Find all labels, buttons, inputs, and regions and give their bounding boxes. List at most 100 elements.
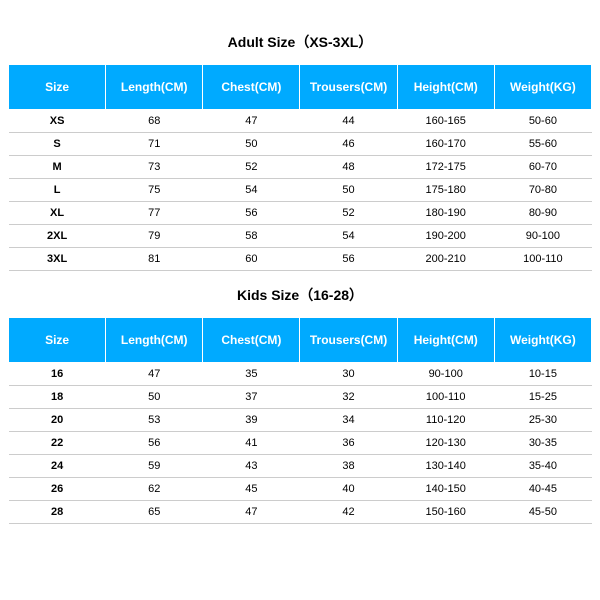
cell: 10-15 (494, 363, 591, 386)
cell: 55-60 (494, 133, 591, 156)
cell: 200-210 (397, 248, 494, 271)
cell: 41 (203, 432, 300, 455)
cell: 110-120 (397, 409, 494, 432)
col-trousers: Trousers(CM) (300, 65, 397, 110)
cell: 80-90 (494, 202, 591, 225)
cell: 47 (203, 501, 300, 524)
col-length: Length(CM) (106, 318, 203, 363)
cell: XS (9, 110, 106, 133)
cell: 150-160 (397, 501, 494, 524)
cell: 56 (106, 432, 203, 455)
cell: 50 (106, 386, 203, 409)
col-size: Size (9, 65, 106, 110)
cell: 130-140 (397, 455, 494, 478)
cell: 32 (300, 386, 397, 409)
adult-table: Size Length(CM) Chest(CM) Trousers(CM) H… (8, 64, 592, 271)
cell: 56 (203, 202, 300, 225)
table-row: 28654742150-16045-50 (9, 501, 592, 524)
cell: 54 (300, 225, 397, 248)
cell: 65 (106, 501, 203, 524)
cell: 60-70 (494, 156, 591, 179)
cell: 22 (9, 432, 106, 455)
cell: 30-35 (494, 432, 591, 455)
cell: 2XL (9, 225, 106, 248)
col-trousers: Trousers(CM) (300, 318, 397, 363)
cell: 38 (300, 455, 397, 478)
cell: 50-60 (494, 110, 591, 133)
cell: 37 (203, 386, 300, 409)
table-row: XS684744160-16550-60 (9, 110, 592, 133)
cell: 60 (203, 248, 300, 271)
kids-table: Size Length(CM) Chest(CM) Trousers(CM) H… (8, 317, 592, 524)
page-container: Adult Size（XS-3XL） Size Length(CM) Chest… (0, 0, 600, 542)
cell: 81 (106, 248, 203, 271)
cell: 52 (203, 156, 300, 179)
table-row: L755450175-18070-80 (9, 179, 592, 202)
cell: S (9, 133, 106, 156)
cell: 172-175 (397, 156, 494, 179)
table-row: 2XL795854190-20090-100 (9, 225, 592, 248)
adult-header-row: Size Length(CM) Chest(CM) Trousers(CM) H… (9, 65, 592, 110)
adult-title: Adult Size（XS-3XL） (8, 18, 592, 64)
cell: 175-180 (397, 179, 494, 202)
col-chest: Chest(CM) (203, 318, 300, 363)
cell: 180-190 (397, 202, 494, 225)
cell: 73 (106, 156, 203, 179)
cell: 50 (203, 133, 300, 156)
cell: 42 (300, 501, 397, 524)
cell: 54 (203, 179, 300, 202)
cell: 40 (300, 478, 397, 501)
col-height: Height(CM) (397, 318, 494, 363)
cell: 77 (106, 202, 203, 225)
kids-title: Kids Size（16-28） (8, 271, 592, 317)
cell: 16 (9, 363, 106, 386)
cell: 50 (300, 179, 397, 202)
cell: 35-40 (494, 455, 591, 478)
table-row: 18503732100-11015-25 (9, 386, 592, 409)
cell: 34 (300, 409, 397, 432)
cell: 68 (106, 110, 203, 133)
cell: 40-45 (494, 478, 591, 501)
cell: 15-25 (494, 386, 591, 409)
cell: 18 (9, 386, 106, 409)
cell: 90-100 (494, 225, 591, 248)
cell: 47 (106, 363, 203, 386)
cell: 58 (203, 225, 300, 248)
cell: 52 (300, 202, 397, 225)
col-length: Length(CM) (106, 65, 203, 110)
col-height: Height(CM) (397, 65, 494, 110)
col-chest: Chest(CM) (203, 65, 300, 110)
cell: 36 (300, 432, 397, 455)
kids-header-row: Size Length(CM) Chest(CM) Trousers(CM) H… (9, 318, 592, 363)
cell: 59 (106, 455, 203, 478)
cell: 25-30 (494, 409, 591, 432)
cell: 28 (9, 501, 106, 524)
cell: 62 (106, 478, 203, 501)
cell: 20 (9, 409, 106, 432)
cell: 56 (300, 248, 397, 271)
table-row: S715046160-17055-60 (9, 133, 592, 156)
table-row: 3XL816056200-210100-110 (9, 248, 592, 271)
adult-body: XS684744160-16550-60 S715046160-17055-60… (9, 110, 592, 271)
cell: 70-80 (494, 179, 591, 202)
cell: L (9, 179, 106, 202)
table-row: M735248172-17560-70 (9, 156, 592, 179)
cell: 30 (300, 363, 397, 386)
cell: 53 (106, 409, 203, 432)
cell: 79 (106, 225, 203, 248)
col-weight: Weight(KG) (494, 65, 591, 110)
table-row: 22564136120-13030-35 (9, 432, 592, 455)
table-row: 20533934110-12025-30 (9, 409, 592, 432)
table-row: XL775652180-19080-90 (9, 202, 592, 225)
col-weight: Weight(KG) (494, 318, 591, 363)
cell: 100-110 (494, 248, 591, 271)
kids-body: 1647353090-10010-15 18503732100-11015-25… (9, 363, 592, 524)
cell: 160-165 (397, 110, 494, 133)
cell: 190-200 (397, 225, 494, 248)
cell: M (9, 156, 106, 179)
cell: 46 (300, 133, 397, 156)
cell: 35 (203, 363, 300, 386)
cell: 24 (9, 455, 106, 478)
table-row: 26624540140-15040-45 (9, 478, 592, 501)
cell: 45-50 (494, 501, 591, 524)
